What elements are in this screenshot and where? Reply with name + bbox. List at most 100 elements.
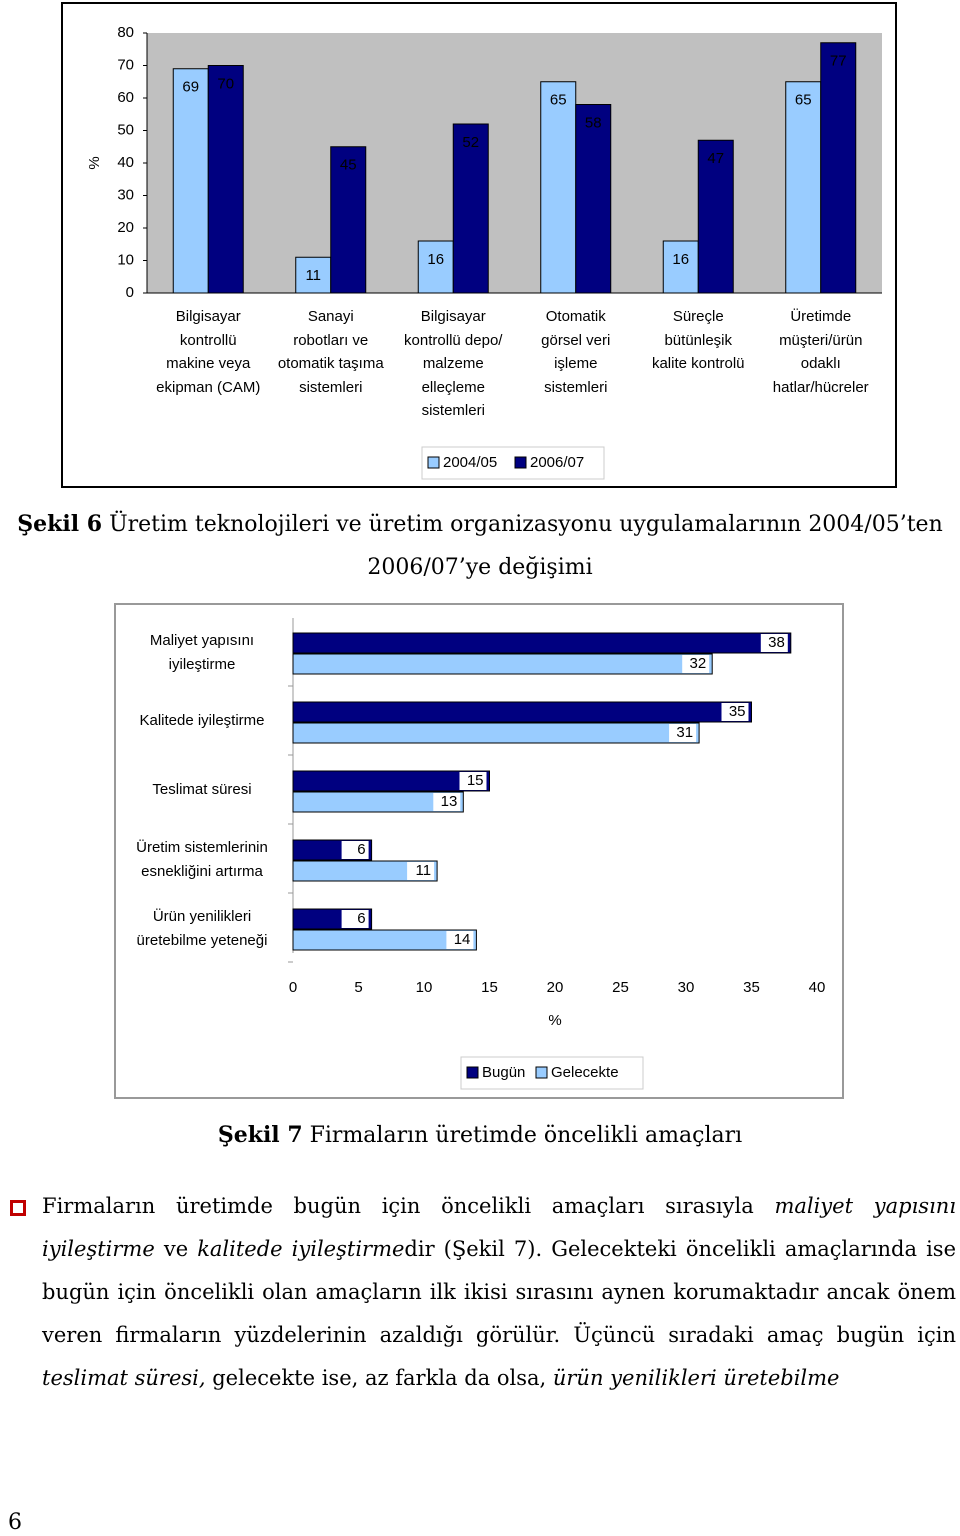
bar: [697, 139, 734, 294]
label-bg: [459, 772, 487, 790]
paragraph-run: Firmaların üretimde bugün için öncelikli…: [42, 1194, 775, 1218]
x-tick-label: 0: [289, 979, 297, 996]
bar-value-label: 58: [585, 114, 602, 131]
label-bg: [682, 655, 710, 673]
figure-label: Şekil 7: [217, 1122, 303, 1148]
legend-box: [460, 1056, 644, 1090]
bar-value-label: 65: [795, 92, 812, 109]
label-bg: [669, 724, 697, 742]
bar-value-label: 65: [550, 92, 567, 109]
bar-value-label: 6: [357, 910, 365, 927]
x-tick-label: 15: [481, 979, 498, 996]
chart-frame: [114, 603, 844, 1099]
legend-label: 2006/07: [530, 454, 584, 471]
y-tick-label: 20: [117, 219, 134, 236]
bar: [292, 770, 490, 792]
caption-text: Firmaların üretimde öncelikli amaçları: [309, 1123, 743, 1148]
y-tick-label: Ürün yenilikleri üretebilme yeteneği: [136, 908, 268, 949]
bar: [292, 791, 464, 813]
legend-swatch: [427, 456, 440, 469]
bar-value-label: 38: [768, 634, 785, 651]
bar-value-label: 31: [676, 724, 693, 741]
legend-label: Gelecekte: [551, 1064, 619, 1081]
x-tick-label: Üretimde müşteri/ürün odaklı hatlar/hücr…: [772, 308, 869, 396]
paragraph-run: dir (Şekil 7). Gelecekteki öncelikli ama…: [42, 1237, 956, 1347]
bar-value-label: 47: [707, 150, 724, 167]
bar-value-label: 35: [729, 703, 746, 720]
bar: [330, 146, 367, 294]
y-tick-label: 30: [117, 186, 134, 203]
y-tick-label: Maliyet yapısını iyileştirme: [149, 632, 255, 673]
paragraph-run: ve: [154, 1237, 198, 1261]
legend-swatch: [535, 1066, 548, 1079]
y-axis-label: %: [86, 156, 103, 169]
label-bg: [446, 931, 474, 949]
y-tick-label: Üretim sistemlerinin esnekliğini artırma: [136, 839, 268, 880]
label-bg: [407, 862, 435, 880]
paragraph: Firmaların üretimde bugün için öncelikli…: [42, 1185, 956, 1400]
legend-label: Bugün: [482, 1064, 525, 1081]
bar-value-label: 16: [672, 251, 689, 268]
x-tick-label: 30: [678, 979, 695, 996]
x-tick-label: Bilgisayar kontrollü depo/ malzeme elleç…: [404, 308, 503, 419]
bar-value-label: 77: [830, 53, 847, 70]
x-tick-label: Bilgisayar kontrollü makine veya ekipman…: [156, 308, 261, 396]
legend-label: 2004/05: [443, 454, 497, 471]
figure-caption: Şekil 7 Firmaların üretimde öncelikli am…: [0, 1114, 960, 1157]
y-tick-label: Kalitede iyileştirme: [139, 712, 265, 729]
page-number: 6: [8, 1510, 22, 1535]
paragraph-run: maliyet yapısını iyileştirme: [42, 1194, 956, 1261]
bar: [292, 929, 477, 951]
bar-value-label: 15: [467, 772, 484, 789]
bar: [662, 240, 699, 294]
x-tick-label: Otomatik görsel veri işleme sistemleri: [541, 308, 611, 396]
legend-box: [421, 446, 605, 480]
label-bg: [760, 634, 788, 652]
legend-swatch: [466, 1066, 479, 1079]
y-tick-label: 50: [117, 121, 134, 138]
x-tick-label: 25: [612, 979, 629, 996]
bar-value-label: 11: [416, 862, 432, 879]
bar-value-label: 11: [305, 267, 321, 284]
bar-value-label: 70: [217, 75, 234, 92]
x-axis-label: %: [548, 1012, 561, 1029]
bar: [452, 123, 489, 294]
paragraph-run: gelecekte ise, az farkla da olsa,: [205, 1366, 553, 1390]
label-bg: [341, 910, 369, 928]
bar-value-label: 32: [690, 655, 707, 672]
bar: [540, 81, 577, 294]
label-bg: [433, 793, 461, 811]
bar-value-label: 14: [454, 931, 471, 948]
x-tick-label: 20: [547, 979, 564, 996]
y-tick-label: 60: [117, 89, 134, 106]
y-tick-label: 70: [117, 56, 134, 73]
paragraph-run: ürün yenilikleri üretebilme: [552, 1366, 840, 1390]
y-tick-label: 0: [126, 284, 134, 301]
bar-value-label: 45: [340, 157, 357, 174]
bar-value-label: 13: [441, 793, 458, 810]
bar: [292, 653, 713, 675]
figure-caption: Şekil 6 Üretim teknolojileri ve üretim o…: [0, 503, 960, 589]
x-tick-label: 35: [743, 979, 760, 996]
bar: [207, 65, 244, 294]
bar: [292, 860, 438, 882]
bullet: [10, 1200, 26, 1216]
bar-value-label: 16: [427, 251, 444, 268]
bar: [820, 42, 857, 294]
bar: [575, 104, 612, 294]
bar-value-label: 69: [182, 79, 199, 96]
bar: [292, 722, 700, 744]
x-tick-label: 10: [416, 979, 433, 996]
x-tick-label: Sanayi robotları ve otomatik taşıma sist…: [277, 308, 384, 396]
label-bg: [341, 841, 369, 859]
y-tick-label: 40: [117, 154, 134, 171]
y-tick-label: 80: [117, 24, 134, 41]
y-tick-label: 10: [117, 251, 134, 268]
bar: [172, 68, 209, 294]
bar-value-label: 52: [462, 134, 479, 151]
legend-swatch: [514, 456, 527, 469]
bar: [292, 632, 792, 654]
paragraph-run: kalitede iyileştirme: [197, 1237, 405, 1261]
